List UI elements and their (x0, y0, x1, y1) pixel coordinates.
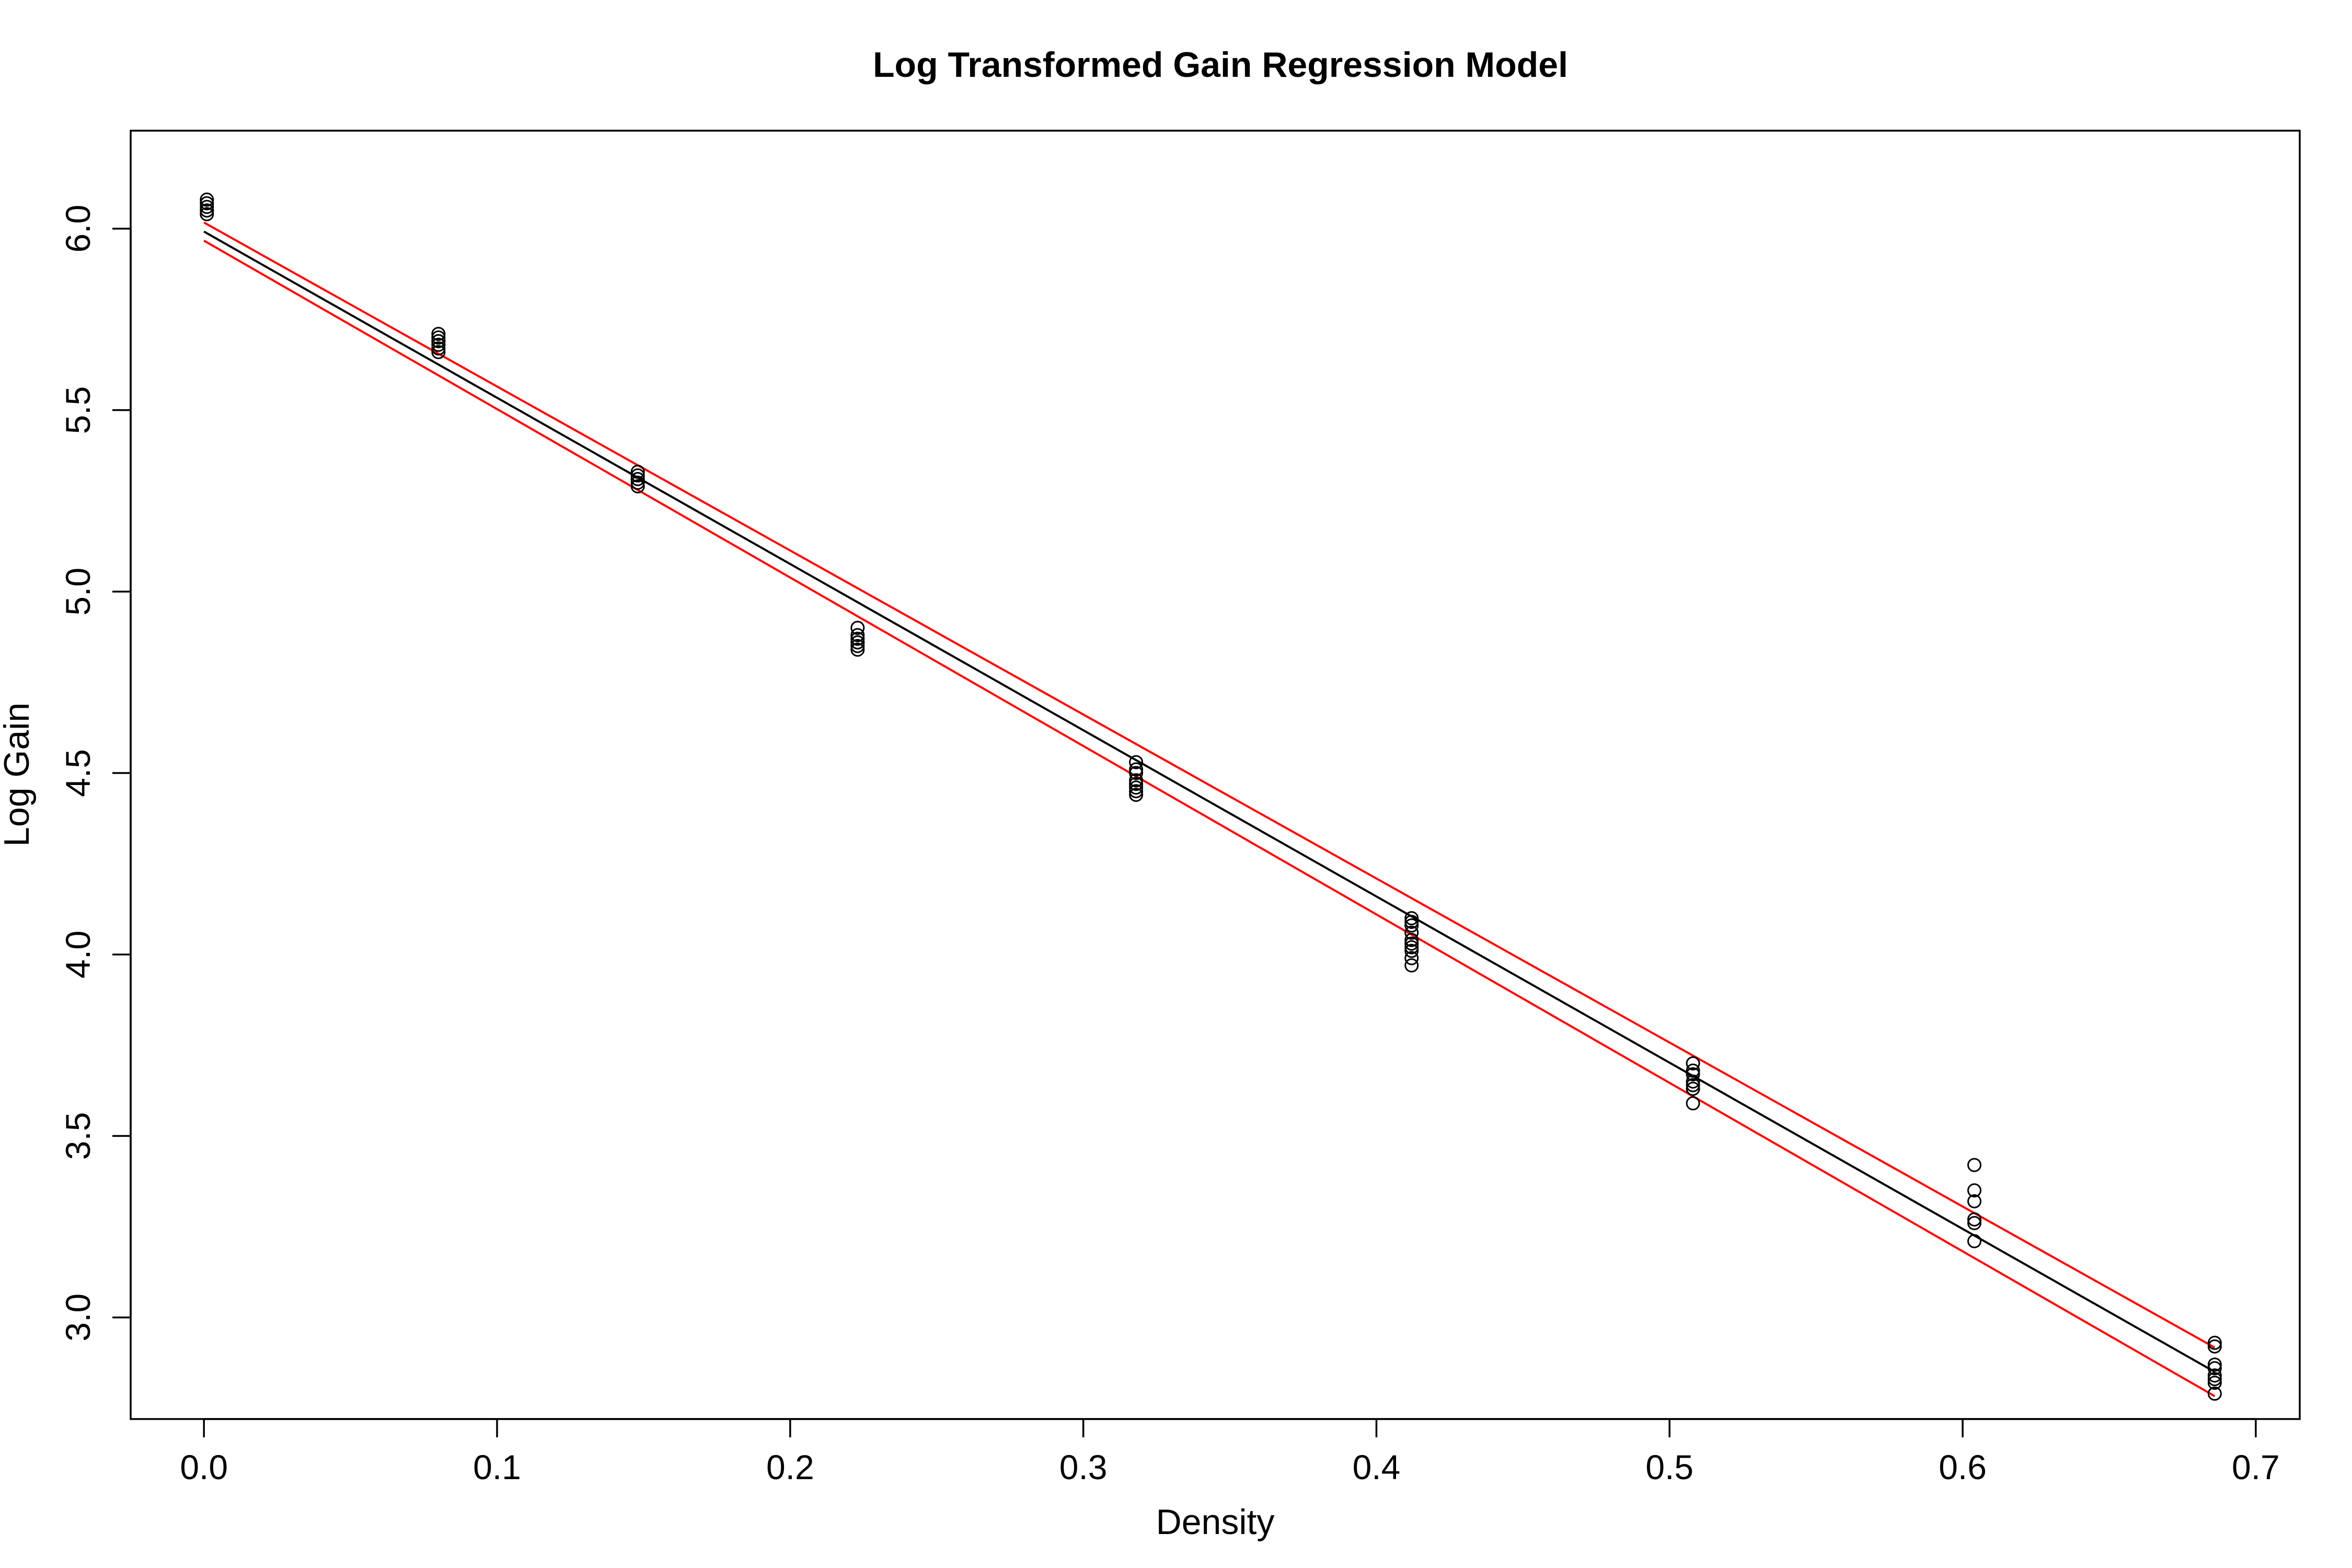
interval-line (203, 239, 2216, 1397)
data-point (1686, 1096, 1700, 1111)
data-point (850, 631, 865, 646)
x-axis: 0.0 0.1 0.2 0.3 0.4 0.5 0.6 0.7 (180, 1418, 2280, 1486)
data-point (1129, 766, 1144, 780)
data-point (850, 635, 865, 650)
x-tick-label: 0.4 (1353, 1448, 1401, 1486)
data-point (2207, 1386, 2222, 1401)
data-point (431, 338, 446, 352)
data-point (1967, 1216, 1981, 1230)
data-point (2207, 1376, 2222, 1390)
data-point (1686, 1067, 1700, 1081)
data-point (200, 207, 214, 222)
data-point (1129, 755, 1144, 769)
data-point (200, 196, 214, 211)
y-tick-label: 3.5 (59, 1112, 97, 1160)
x-tick-label: 0.7 (2232, 1448, 2280, 1486)
data-points (200, 192, 2222, 1401)
data-point (1967, 1194, 1981, 1208)
data-point (1404, 958, 1419, 973)
data-point (1967, 1183, 1981, 1198)
data-point (431, 341, 446, 356)
data-point (2207, 1372, 2222, 1387)
data-point (1129, 762, 1144, 777)
data-point (1686, 1056, 1700, 1071)
data-point (1967, 1158, 1981, 1172)
x-axis-label: Density (1156, 1502, 1275, 1542)
data-point (630, 465, 645, 479)
y-tick-label: 5.0 (59, 568, 97, 616)
data-point (630, 476, 645, 490)
y-tick-label: 4.5 (59, 749, 97, 797)
data-point (1404, 911, 1419, 926)
data-point (1129, 773, 1144, 788)
data-point (1404, 932, 1419, 947)
data-point (1967, 1212, 1981, 1227)
y-tick-label: 3.0 (59, 1294, 97, 1342)
data-point (850, 620, 865, 635)
data-point (2207, 1357, 2222, 1372)
data-point (1404, 940, 1419, 954)
x-tick-label: 0.3 (1059, 1448, 1108, 1486)
data-point (1404, 915, 1419, 929)
data-point (2207, 1335, 2222, 1350)
x-tick-label: 0.6 (1939, 1448, 1987, 1486)
data-point (431, 334, 446, 349)
data-point (850, 628, 865, 642)
y-axis-label: Log Gain (0, 702, 37, 847)
data-point (850, 639, 865, 653)
data-point (1404, 926, 1419, 940)
data-point (431, 345, 446, 360)
y-axis: 3.0 3.5 4.0 4.5 5.0 5.5 6.0 (59, 205, 132, 1342)
data-point (630, 479, 645, 493)
data-point (1404, 936, 1419, 951)
data-point (1129, 788, 1144, 802)
chart-title: Log Transformed Gain Regression Model (873, 45, 1568, 85)
data-point (1686, 1081, 1700, 1096)
data-point (1404, 951, 1419, 965)
data-point (431, 327, 446, 341)
data-point (1686, 1074, 1700, 1089)
interval-line (203, 221, 2216, 1348)
data-point (1129, 780, 1144, 795)
x-tick-label: 0.1 (473, 1448, 521, 1486)
data-point (1686, 1063, 1700, 1078)
x-tick-label: 0.5 (1645, 1448, 1693, 1486)
data-point (1967, 1234, 1981, 1249)
y-tick-label: 5.5 (59, 386, 97, 434)
data-point (2207, 1361, 2222, 1376)
x-tick-label: 0.2 (766, 1448, 814, 1486)
data-point (1129, 777, 1144, 791)
data-point (2207, 1368, 2222, 1383)
regression-lines (203, 221, 2216, 1397)
y-tick-label: 6.0 (59, 205, 97, 253)
data-point (200, 200, 214, 214)
fit-line (203, 230, 2216, 1373)
data-point (200, 203, 214, 218)
data-point (2207, 1339, 2222, 1354)
data-point (200, 192, 214, 207)
data-point (630, 468, 645, 483)
y-tick-label: 4.0 (59, 930, 97, 978)
data-point (630, 472, 645, 487)
data-point (850, 642, 865, 657)
data-point (1129, 784, 1144, 799)
data-point (1404, 943, 1419, 958)
x-tick-label: 0.0 (180, 1448, 228, 1486)
data-point (431, 330, 446, 345)
data-point (1686, 1078, 1700, 1092)
data-point (1404, 918, 1419, 933)
